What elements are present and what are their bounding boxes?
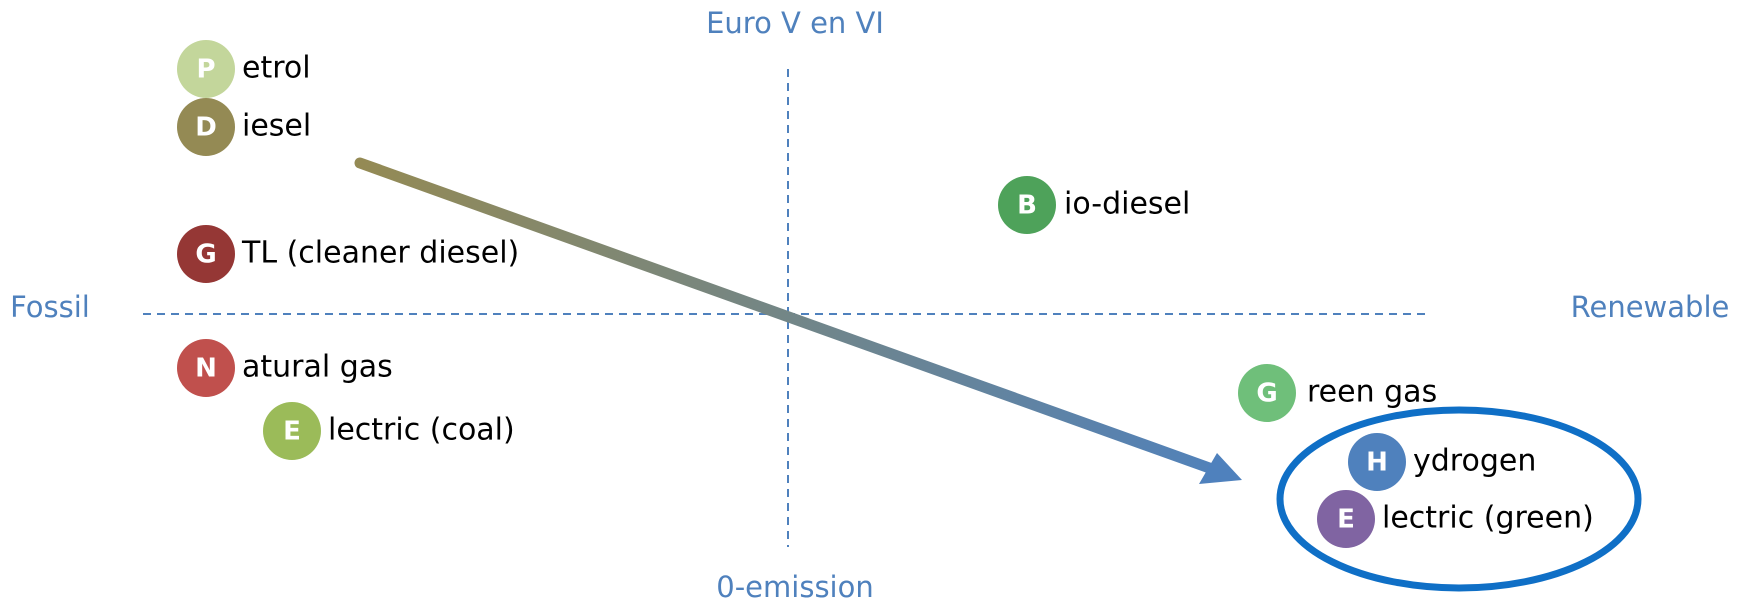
- item-letter: N: [195, 354, 217, 384]
- item-label: lectric (coal): [328, 413, 515, 448]
- highlight-ellipse: [1276, 406, 1642, 592]
- item-badge: [1238, 364, 1296, 422]
- arrow-shaft: [354, 157, 1221, 476]
- item-badge: [177, 98, 235, 156]
- item-badge: [1348, 433, 1406, 491]
- item-label: reen gas: [1307, 375, 1437, 410]
- item-letter: B: [1017, 191, 1037, 221]
- arrow-head: [1199, 453, 1242, 484]
- axis-bottom: 0-emission: [716, 570, 873, 604]
- item-letter: H: [1366, 448, 1388, 478]
- item-letter: P: [196, 55, 215, 85]
- item-badge: [177, 40, 235, 98]
- item-label: io-diesel: [1064, 187, 1190, 222]
- item-letter: G: [195, 240, 216, 270]
- item-badge: [263, 402, 321, 460]
- item-label: etrol: [242, 51, 311, 86]
- item-label: TL (cleaner diesel): [241, 236, 519, 271]
- item-badge: [998, 176, 1056, 234]
- item-label: atural gas: [242, 350, 393, 385]
- axis-top: Euro V en VI: [706, 6, 884, 40]
- item-letter: G: [1256, 379, 1277, 409]
- axis-right: Renewable: [1571, 290, 1730, 324]
- item-badge: [1317, 490, 1375, 548]
- item-label: iesel: [242, 109, 311, 144]
- item-label: lectric (green): [1382, 501, 1594, 536]
- axis-left: Fossil: [10, 290, 90, 324]
- item-label: ydrogen: [1413, 444, 1536, 479]
- item-badge: [177, 225, 235, 283]
- item-letter: E: [1337, 505, 1355, 535]
- item-badge: [177, 339, 235, 397]
- item-letter: D: [195, 113, 217, 143]
- item-letter: E: [283, 417, 301, 447]
